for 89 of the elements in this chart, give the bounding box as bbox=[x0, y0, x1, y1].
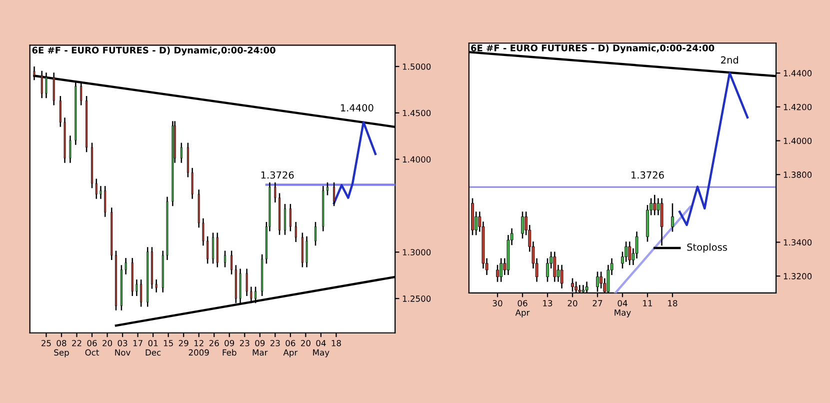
candlestick bbox=[95, 178, 98, 200]
y-tick-label: 1.3200 bbox=[784, 273, 812, 280]
x-tick-label: 26 bbox=[209, 340, 219, 346]
line-series bbox=[678, 72, 749, 226]
y-tick-label: 1.3800 bbox=[784, 172, 812, 178]
candlestick bbox=[600, 271, 603, 290]
candlestick bbox=[230, 250, 233, 276]
chart-title: 6E #F - EURO FUTURES - D) Dynamic,0:00-24:00 bbox=[471, 44, 714, 54]
x-tick-label: 15 bbox=[164, 340, 173, 346]
x-tick-label: 04 May bbox=[313, 340, 330, 358]
line-series bbox=[332, 121, 377, 204]
x-tick-label: 18 bbox=[332, 340, 341, 346]
x-tick-label: 20 bbox=[102, 340, 112, 346]
x-tick-label: 06 Oct bbox=[85, 340, 100, 356]
candlestick bbox=[180, 142, 182, 164]
annotation: 1.3726 bbox=[261, 171, 294, 179]
candlestick bbox=[151, 246, 153, 290]
candlestick bbox=[254, 286, 257, 304]
x-tick-label: 23 bbox=[270, 340, 280, 346]
annotation: 2nd bbox=[721, 56, 738, 64]
candlestick bbox=[671, 202, 674, 232]
y-tick-label: 1.4000 bbox=[402, 156, 431, 163]
x-tick-label: 06 Apr bbox=[515, 300, 530, 318]
candlestick bbox=[628, 240, 632, 266]
candlestick bbox=[212, 232, 214, 264]
y-tick-label: 1.5000 bbox=[402, 63, 431, 70]
x-tick-label: 09 Feb bbox=[222, 340, 236, 356]
candlestick bbox=[80, 80, 82, 106]
candlestick bbox=[246, 268, 248, 297]
candlestick bbox=[115, 250, 117, 312]
y-tick-label: 1.3400 bbox=[784, 239, 812, 246]
candlestick bbox=[191, 167, 194, 200]
x-tick-label: 20 bbox=[568, 300, 578, 306]
candlestick bbox=[521, 210, 524, 240]
candlestick bbox=[314, 221, 316, 246]
candlestick bbox=[69, 135, 72, 164]
y-tick-label: 1.4500 bbox=[402, 110, 431, 116]
y-tick-label: 1.3000 bbox=[402, 249, 431, 256]
y-tick-label: 1.4400 bbox=[784, 70, 812, 76]
candlestick bbox=[202, 218, 204, 246]
candlestick bbox=[91, 142, 93, 189]
y-tick-label: 1.2500 bbox=[402, 296, 431, 302]
x-tick-label: 25 bbox=[42, 340, 51, 346]
candlestick bbox=[140, 278, 142, 308]
annotation: 1.4400 bbox=[340, 104, 374, 112]
annotation: 1.3726 bbox=[632, 171, 664, 179]
x-tick-label: 12 2009 bbox=[188, 340, 209, 356]
x-tick-label: 23 bbox=[240, 340, 250, 346]
y-tick-label: 1.4200 bbox=[784, 104, 812, 110]
annotation: Stoploss bbox=[687, 243, 727, 253]
candlestick bbox=[284, 203, 286, 236]
x-tick-label: 20 bbox=[300, 340, 310, 346]
candlestick bbox=[306, 236, 308, 268]
candlestick bbox=[155, 278, 158, 294]
candlestick bbox=[206, 236, 209, 264]
x-tick-label: 08 Sep bbox=[54, 340, 69, 358]
x-tick-label: 11 bbox=[643, 300, 652, 306]
candlestick bbox=[553, 251, 556, 282]
candlestick bbox=[326, 182, 328, 196]
candlestick bbox=[333, 182, 336, 207]
x-tick-label: 04 May bbox=[614, 300, 631, 318]
candlestick bbox=[136, 278, 138, 297]
x-tick-label: 13 bbox=[543, 300, 552, 306]
candlestick bbox=[224, 250, 226, 268]
candlestick bbox=[294, 221, 297, 243]
x-tick-label: 27 bbox=[592, 300, 602, 306]
x-tick-label: 30 bbox=[492, 300, 502, 306]
candlestick bbox=[496, 264, 499, 282]
x-tick-label: 06 Apr bbox=[283, 340, 298, 358]
candlestick bbox=[278, 192, 280, 236]
candlestick bbox=[250, 286, 252, 304]
candlestick bbox=[653, 194, 656, 216]
chart-title: 6E #F - EURO FUTURES - D) Dynamic,0:00-24:00 bbox=[32, 46, 276, 56]
candlestick bbox=[289, 203, 292, 232]
x-tick-label: 09 Mar bbox=[252, 340, 268, 356]
x-tick-label: 18 bbox=[668, 300, 678, 306]
candlestick bbox=[104, 185, 106, 218]
candlestick bbox=[560, 264, 564, 290]
candlestick bbox=[59, 95, 62, 128]
candlestick bbox=[124, 257, 127, 276]
x-tick-label: 03 Nov bbox=[115, 340, 130, 356]
x-tick-label: 01 Dec bbox=[146, 340, 161, 356]
candlestick bbox=[100, 185, 102, 200]
y-tick-label: 1.4000 bbox=[784, 138, 812, 144]
candlestick bbox=[500, 258, 503, 282]
x-tick-label: 29 bbox=[178, 340, 188, 346]
x-tick-label: 22 bbox=[72, 340, 82, 346]
candlestick bbox=[274, 182, 276, 204]
x-tick-label: 17 bbox=[133, 340, 142, 346]
